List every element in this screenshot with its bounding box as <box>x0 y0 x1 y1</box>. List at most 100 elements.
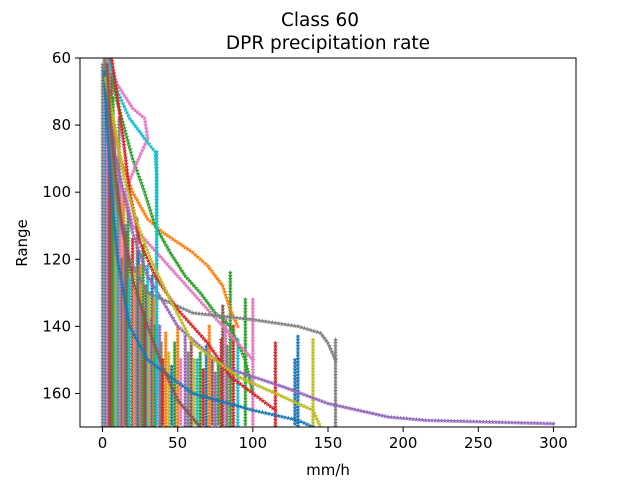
data-point <box>310 356 316 362</box>
data-point <box>196 311 202 316</box>
data-point <box>140 308 146 313</box>
data-point <box>227 270 233 275</box>
data-point <box>253 317 259 323</box>
data-point <box>224 382 230 387</box>
data-point <box>137 282 143 288</box>
data-point <box>180 383 186 389</box>
data-point <box>310 404 316 410</box>
data-point <box>154 387 160 393</box>
data-point <box>136 259 142 265</box>
profile-column <box>100 62 106 427</box>
data-point <box>120 226 126 231</box>
data-point <box>168 266 174 271</box>
data-point <box>295 420 301 425</box>
data-point <box>120 288 126 294</box>
data-point <box>188 404 194 410</box>
data-point <box>122 148 128 154</box>
data-point <box>175 352 181 358</box>
data-point <box>173 308 179 314</box>
data-point <box>112 163 118 169</box>
data-point <box>227 423 233 427</box>
data-point <box>100 212 106 218</box>
data-point <box>105 77 111 83</box>
data-point <box>220 306 226 312</box>
data-point <box>292 373 298 379</box>
data-point <box>230 406 236 412</box>
data-point <box>160 398 166 404</box>
data-point <box>230 410 236 415</box>
data-point <box>166 309 172 315</box>
data-point <box>227 327 233 333</box>
data-point <box>209 366 215 372</box>
data-point <box>190 390 196 396</box>
data-point <box>127 115 133 121</box>
data-point <box>158 254 163 259</box>
data-point <box>152 149 158 155</box>
data-point <box>154 210 160 216</box>
data-point <box>179 278 185 283</box>
data-point <box>333 340 338 346</box>
data-point <box>169 412 175 417</box>
data-point <box>166 363 172 369</box>
data-point <box>169 392 175 398</box>
data-point <box>220 418 226 424</box>
data-point <box>538 420 544 426</box>
data-point <box>182 337 188 342</box>
data-point <box>124 167 130 173</box>
data-point <box>337 403 343 409</box>
data-point <box>172 350 178 355</box>
data-point <box>333 397 338 403</box>
data-point <box>145 216 151 222</box>
data-point <box>154 213 160 219</box>
data-point <box>310 359 316 365</box>
data-point <box>191 408 197 414</box>
data-point <box>116 194 121 200</box>
data-point <box>235 323 241 329</box>
data-point <box>100 222 106 227</box>
data-point <box>203 407 209 413</box>
data-point <box>163 388 169 393</box>
data-point <box>242 380 248 385</box>
data-point <box>243 350 249 355</box>
data-point <box>367 410 373 416</box>
data-point <box>225 301 231 306</box>
data-point <box>250 415 256 421</box>
data-point <box>235 423 241 427</box>
data-point <box>191 382 197 388</box>
y-tick-label: 120 <box>42 250 71 268</box>
data-point <box>100 302 106 307</box>
data-point <box>102 90 108 96</box>
data-point <box>230 370 236 376</box>
data-point <box>154 338 160 344</box>
data-point <box>200 396 206 401</box>
profile-column <box>163 330 169 427</box>
data-point <box>289 322 294 328</box>
data-point <box>100 126 106 131</box>
data-point <box>170 268 176 274</box>
data-point <box>310 395 316 401</box>
data-point <box>163 378 169 384</box>
data-point <box>177 381 183 387</box>
data-point <box>313 396 319 402</box>
data-point <box>154 204 160 209</box>
data-point <box>373 411 379 417</box>
data-point <box>172 414 178 419</box>
data-point <box>178 366 184 372</box>
data-point <box>232 402 238 408</box>
data-point <box>188 417 194 422</box>
data-point <box>129 152 135 158</box>
data-point <box>237 342 243 348</box>
data-point <box>227 417 233 422</box>
data-point <box>220 402 226 408</box>
data-point <box>248 354 254 360</box>
data-point <box>333 337 338 342</box>
data-point <box>100 314 106 320</box>
data-point <box>100 286 106 291</box>
data-point <box>228 314 234 320</box>
data-point <box>117 269 123 275</box>
data-point <box>310 369 316 374</box>
data-point <box>154 201 160 206</box>
data-point <box>255 394 261 400</box>
data-point <box>192 292 198 298</box>
data-point <box>223 317 229 322</box>
